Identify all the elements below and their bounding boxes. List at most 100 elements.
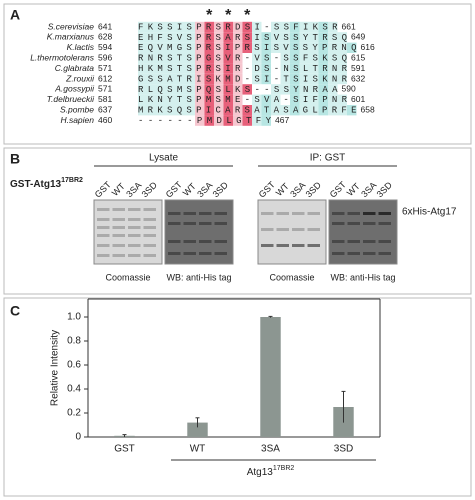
residue-shade — [233, 84, 243, 95]
residue-shade — [309, 42, 319, 53]
residue-shade — [176, 32, 186, 43]
residue-shade — [223, 53, 233, 64]
band — [378, 240, 391, 243]
residue-shade — [252, 115, 262, 126]
band — [292, 228, 305, 231]
residue-shade — [299, 32, 309, 43]
residue-shade — [185, 94, 195, 105]
residue-shade — [138, 63, 148, 74]
residue-shade — [261, 94, 271, 105]
residue-shade — [328, 63, 338, 74]
gel-caption: WB: anti-His tag — [166, 272, 231, 282]
residue-shade — [318, 53, 328, 64]
residue-shade — [214, 63, 224, 74]
residue-shade — [157, 84, 167, 95]
residue-shade — [328, 21, 338, 33]
residue-shade — [166, 73, 176, 85]
residue-shade — [223, 21, 233, 33]
residue-shade — [138, 94, 148, 105]
sequence: LKNYTSPMSME-SVA-SIFPNR — [138, 95, 348, 105]
bar — [187, 422, 208, 437]
residue-shade — [337, 42, 347, 53]
residue-shade — [166, 21, 176, 33]
lane-label: 3SA — [195, 180, 214, 199]
residue-shade — [157, 94, 167, 105]
lane-label: 3SD — [140, 179, 160, 199]
y-tick-label: 1.0 — [67, 312, 81, 323]
residue-shade — [328, 84, 338, 95]
residue-shade — [157, 32, 167, 43]
species: L.thermotolerans — [30, 52, 95, 62]
residue-shade — [242, 84, 252, 95]
band — [143, 254, 156, 257]
sequence: EQVMGSPRSIPRSISVSSYPRNQ — [138, 43, 357, 53]
band — [363, 252, 376, 255]
residue-shade — [309, 105, 319, 116]
residue-shade — [147, 53, 157, 64]
band — [128, 226, 141, 229]
band — [168, 212, 181, 215]
residue-shade — [147, 73, 157, 85]
band — [332, 252, 345, 255]
lane-label: 3SD — [304, 179, 324, 199]
residue-shade — [223, 63, 233, 74]
species: C.glabrata — [55, 63, 94, 73]
y-tick-label: 0 — [75, 432, 81, 443]
lane-label: 3SD — [211, 179, 231, 199]
lane-label: WT — [181, 181, 198, 198]
residue-shade — [214, 73, 224, 85]
residue-shade — [147, 84, 157, 95]
end-position: 632 — [351, 73, 365, 83]
band — [97, 226, 110, 229]
gel-caption: WB: anti-His tag — [330, 272, 395, 282]
residue-shade — [280, 84, 290, 95]
x-tick-label: 3SD — [334, 444, 353, 455]
residue-shade — [223, 94, 233, 105]
band — [214, 252, 227, 255]
residue-shade — [138, 53, 148, 64]
band — [307, 212, 320, 215]
residue-shade — [166, 105, 176, 116]
residue-shade — [166, 94, 176, 105]
residue-shade — [204, 105, 214, 116]
residue-shade — [204, 84, 214, 95]
residue-shade — [252, 73, 262, 85]
residue-shade — [185, 63, 195, 74]
band — [128, 244, 141, 247]
residue-shade — [185, 21, 195, 33]
end-position: 601 — [351, 94, 365, 104]
residue-shade — [252, 63, 262, 74]
band — [363, 240, 376, 243]
species: K.lactis — [67, 42, 95, 52]
band — [97, 218, 110, 221]
band — [347, 222, 360, 225]
start-position: 460 — [98, 115, 112, 125]
band — [292, 244, 305, 247]
residue-shade — [318, 73, 328, 85]
residue-shade — [147, 63, 157, 74]
residue-shade — [261, 115, 271, 126]
band — [143, 234, 156, 237]
residue-shade — [290, 84, 300, 95]
residue-shade — [290, 105, 300, 116]
band — [347, 252, 360, 255]
band — [183, 222, 196, 225]
band — [183, 240, 196, 243]
residue-shade — [328, 105, 338, 116]
residue-shade — [290, 53, 300, 64]
residue-shade — [290, 32, 300, 43]
sequence: HKMSTSPRSIR-DS-NSLTRNR — [138, 64, 348, 74]
residue-shade — [271, 84, 281, 95]
residue-shade — [204, 42, 214, 53]
residue-shade — [280, 53, 290, 64]
residue-shade — [185, 32, 195, 43]
species: A.gossypii — [54, 84, 95, 94]
residue-shade — [280, 42, 290, 53]
residue-shade — [185, 84, 195, 95]
residue-shade — [318, 94, 328, 105]
residue-shade — [176, 94, 186, 105]
band — [128, 218, 141, 221]
residue-shade — [261, 105, 271, 116]
band — [143, 226, 156, 229]
